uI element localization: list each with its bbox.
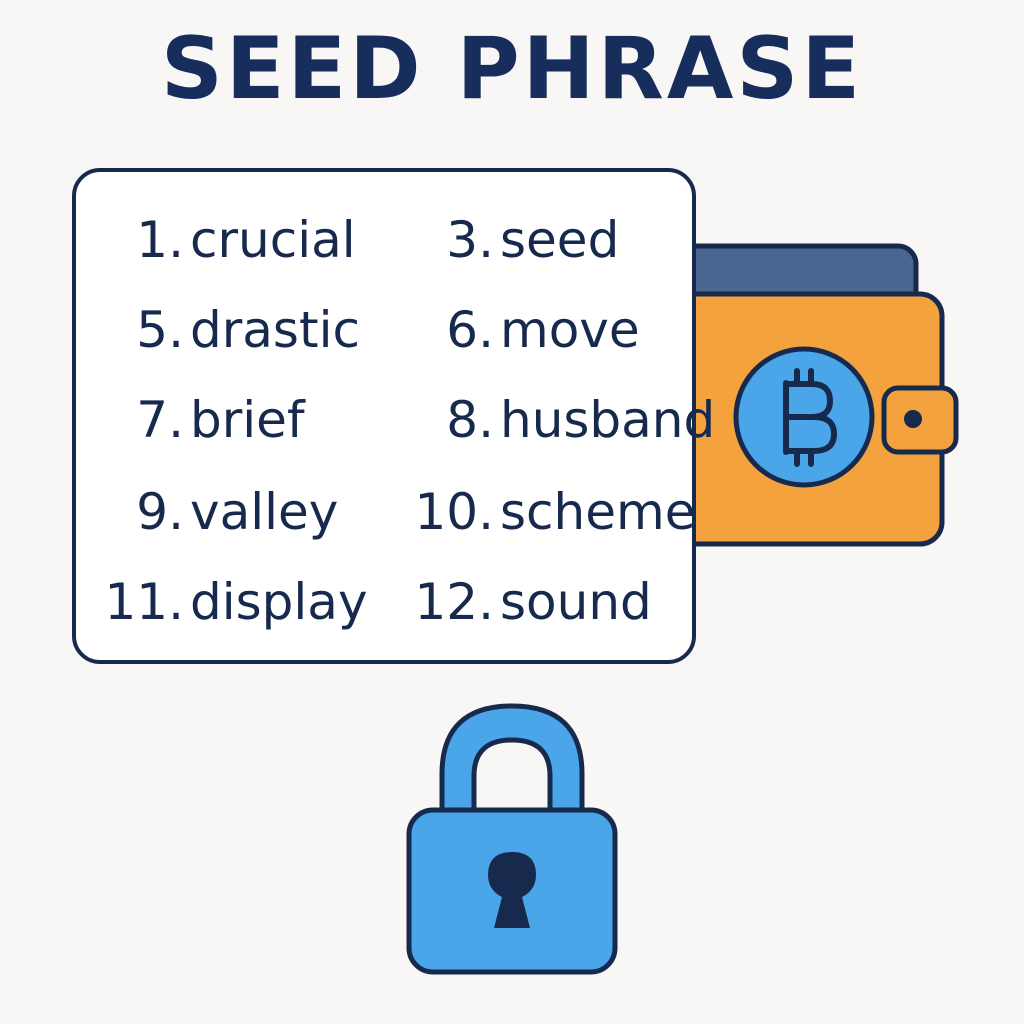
word-text: scheme xyxy=(500,483,696,541)
seed-phrase-card: 1. crucial 3. seed 5. drastic 6. move 7. brie… xyxy=(72,168,715,664)
list-item: 5. drastic xyxy=(76,300,360,360)
padlock-icon xyxy=(406,703,618,975)
word-text: valley xyxy=(190,483,339,541)
word-number: 10. xyxy=(414,483,494,541)
word-text: husband xyxy=(500,391,716,449)
list-item: 9. valley xyxy=(76,482,338,542)
page-title: SEED PHRASE xyxy=(160,19,864,119)
keyhole-icon xyxy=(488,852,536,928)
word-text: brief xyxy=(190,391,305,449)
word-number: 9. xyxy=(136,483,184,541)
word-number: 3. xyxy=(446,211,494,269)
word-text: drastic xyxy=(190,301,360,359)
list-item: 6. move xyxy=(376,300,640,360)
list-item: 10. scheme xyxy=(376,482,695,542)
word-text: move xyxy=(500,301,640,359)
padlock-shackle xyxy=(439,703,585,821)
wallet-clasp-button xyxy=(904,410,922,428)
list-item: 7. brief xyxy=(76,390,305,450)
word-number: 8. xyxy=(446,391,494,449)
word-text: display xyxy=(190,573,368,631)
word-text: sound xyxy=(500,573,652,631)
wallet-icon xyxy=(637,243,959,547)
word-text: crucial xyxy=(190,211,356,269)
list-item: 12. sound xyxy=(376,572,652,632)
list-item: 3. seed xyxy=(376,210,619,270)
word-number: 5. xyxy=(136,301,184,359)
word-number: 7. xyxy=(136,391,184,449)
list-item: 11. display xyxy=(76,572,368,632)
word-text: seed xyxy=(500,211,620,269)
word-number: 12. xyxy=(414,573,494,631)
list-item: 8. husband xyxy=(376,390,715,450)
word-number: 6. xyxy=(446,301,494,359)
list-item: 1. crucial xyxy=(76,210,356,270)
word-number: 1. xyxy=(136,211,184,269)
word-number: 11. xyxy=(104,573,184,631)
bitcoin-icon xyxy=(733,346,875,488)
